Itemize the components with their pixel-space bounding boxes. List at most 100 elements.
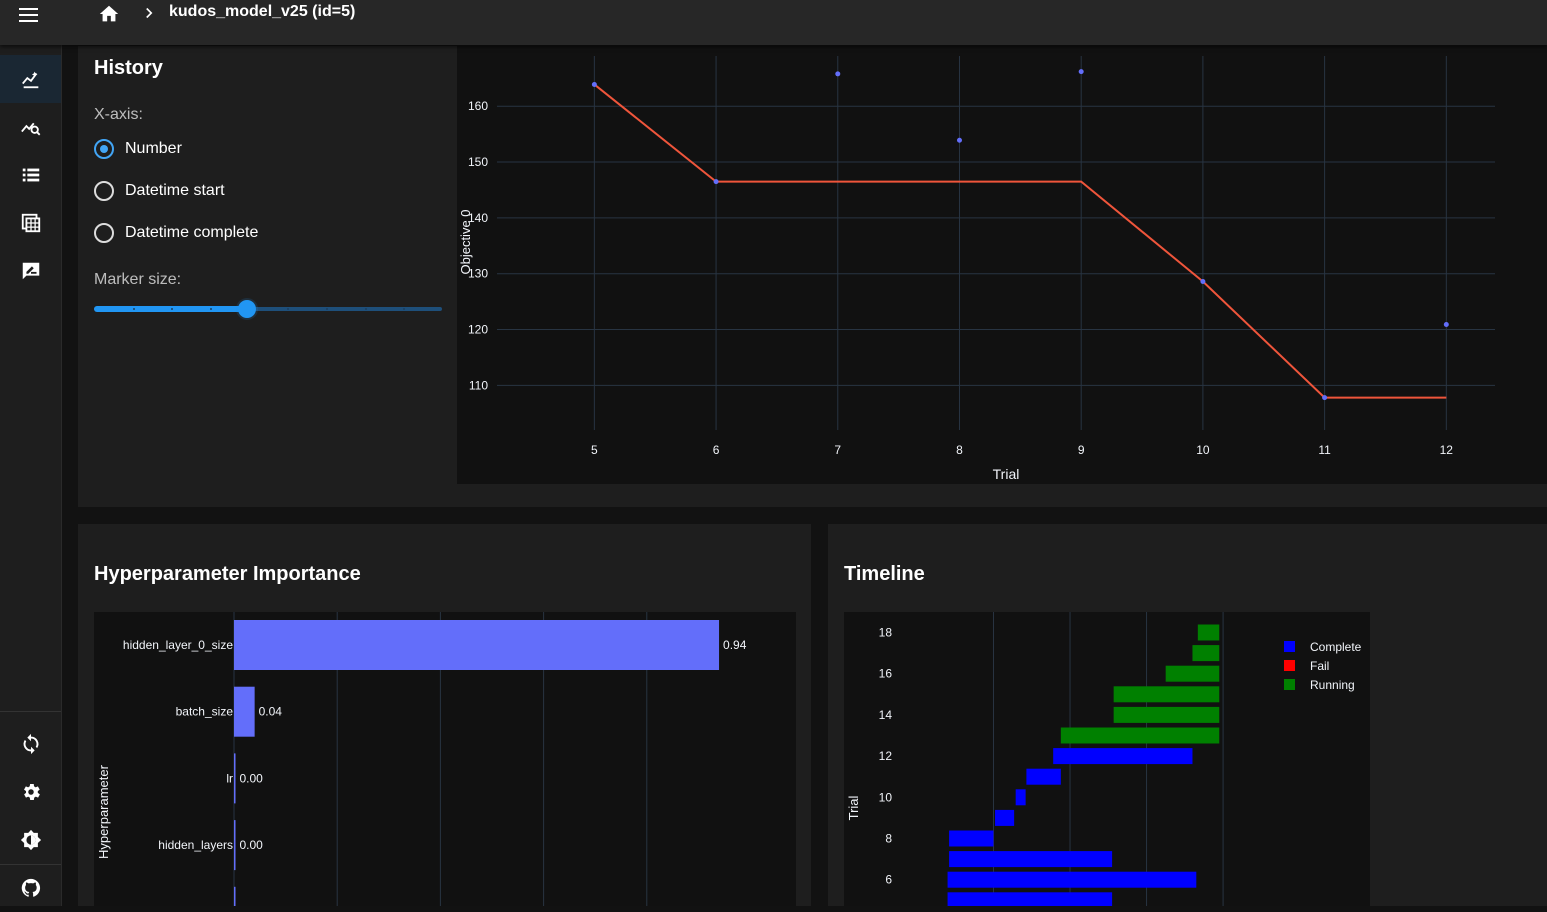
radio-unchecked-icon <box>94 181 114 201</box>
importance-value-label: 0.00 <box>240 771 264 785</box>
settings-button[interactable] <box>0 768 61 816</box>
nav-trial-list[interactable] <box>0 151 61 199</box>
x-tick-label: 8 <box>956 443 963 457</box>
slider-tick-mark <box>132 308 135 310</box>
app-bar: kudos_model_v25 (id=5) <box>0 0 1547 45</box>
slider-thumb[interactable] <box>238 300 257 318</box>
gear-icon <box>23 784 40 800</box>
timeline-bar <box>1026 768 1061 785</box>
sidebar-divider <box>0 711 61 712</box>
radio-checked-icon <box>94 139 114 159</box>
history-plot[interactable]: 5 6 7 8 9 10 11 12 110 120 130 140 150 160 Trial Object… <box>457 46 1547 484</box>
y-tick-label: 12 <box>879 749 893 763</box>
reload-button[interactable] <box>0 720 61 768</box>
slider-tick-mark <box>326 308 328 310</box>
importance-category-label: hidden_layer_0_size <box>123 638 233 652</box>
x-tick-label: 11 <box>1318 443 1331 457</box>
y-tick-label: 10 <box>879 790 893 804</box>
timeline-bar <box>947 871 1197 888</box>
nav-analytics[interactable] <box>0 55 61 103</box>
objective-point <box>713 179 719 185</box>
slider-track <box>94 306 248 312</box>
timeline-bar <box>1113 686 1220 703</box>
radio-datetime-complete[interactable]: Datetime complete <box>94 223 258 243</box>
nav-query-stats[interactable] <box>0 103 61 151</box>
importance-category-label: batch_size <box>176 705 234 719</box>
query-stats-icon <box>20 122 40 136</box>
importance-plot-svg: hidden_layer_0_size 0.94 batch_size 0.04 lr 0… <box>96 612 747 912</box>
radio-datetime-complete-label: Datetime complete <box>125 224 259 241</box>
importance-bar <box>234 753 236 804</box>
timeline-bar <box>1015 789 1026 806</box>
home-icon[interactable] <box>98 3 120 25</box>
legend-label: Fail <box>1310 659 1329 673</box>
x-axis-label: X-axis: <box>94 106 143 123</box>
importance-category-label: lr <box>226 771 233 785</box>
y-tick-label: 8 <box>885 832 892 846</box>
timeline-bar <box>949 851 1113 868</box>
marker-size-label: Marker size: <box>94 271 182 288</box>
importance-plot[interactable]: hidden_layer_0_size 0.94 batch_size 0.04 lr 0… <box>94 612 796 912</box>
importance-bar-partial <box>234 886 236 912</box>
y-tick-label: 130 <box>468 267 488 281</box>
timeline-plot-svg: 6 8 10 12 14 16 18 Trial Complete Fail Running <box>846 612 1362 909</box>
y-tick-label: 110 <box>469 378 488 392</box>
chevron-right-icon <box>146 7 153 19</box>
timeline-title: Timeline <box>844 563 925 585</box>
y-axis-title: Objective 0 <box>458 209 473 274</box>
x-tick-label: 7 <box>834 443 841 457</box>
y-tick-label: 160 <box>468 99 488 113</box>
x-axis-title: Trial <box>993 466 1020 482</box>
y-tick-label: 150 <box>468 155 488 169</box>
github-icon <box>21 878 40 897</box>
sync-icon <box>23 733 38 755</box>
timeline-bar <box>1197 624 1220 641</box>
nav-note[interactable] <box>0 247 61 295</box>
importance-value-label: 0.94 <box>723 638 747 652</box>
slider-tick-mark <box>210 308 212 310</box>
auto-graph-icon <box>21 71 38 89</box>
y-tick-label: 16 <box>879 667 893 681</box>
objective-point <box>835 71 841 77</box>
timeline-plot[interactable]: 6 8 10 12 14 16 18 Trial Complete Fail Running <box>844 612 1370 909</box>
history-title: History <box>94 57 163 79</box>
legend-label: Complete <box>1310 640 1362 654</box>
radio-number[interactable]: Number <box>94 139 182 159</box>
objective-point <box>956 137 962 143</box>
list-icon <box>22 168 39 182</box>
timeline-bar <box>1165 665 1220 682</box>
slider-tick-mark <box>403 308 406 310</box>
slider-tick-mark <box>287 308 290 310</box>
objective-point <box>1200 279 1206 285</box>
theme-toggle-button[interactable] <box>0 816 61 864</box>
y-tick-label: 18 <box>879 626 893 640</box>
menu-icon[interactable] <box>18 6 40 24</box>
objective-point <box>1078 69 1084 75</box>
x-tick-label: 5 <box>591 443 598 457</box>
importance-bar <box>234 686 255 737</box>
nav-trial-table[interactable] <box>0 199 61 247</box>
timeline-bar <box>1060 727 1220 744</box>
y-tick-label: 14 <box>879 708 893 722</box>
timeline-bar <box>949 830 994 847</box>
timeline-bar <box>947 892 1113 909</box>
timeline-bar <box>1053 748 1193 765</box>
importance-title: Hyperparameter Importance <box>94 563 361 585</box>
y-axis-title: Hyperparameter <box>96 764 111 859</box>
radio-datetime-start[interactable]: Datetime start <box>94 181 225 201</box>
y-tick-label: 120 <box>468 323 488 337</box>
objective-point <box>1443 321 1449 327</box>
slider-tick-mark <box>171 308 174 310</box>
x-tick-label: 10 <box>1196 443 1210 457</box>
marker-size-slider[interactable] <box>94 300 442 318</box>
history-plot-svg: 5 6 7 8 9 10 11 12 110 120 130 140 150 160 Trial Object… <box>458 56 1495 482</box>
breadcrumb-study-title[interactable]: kudos_model_v25 (id=5) <box>169 3 356 20</box>
timeline-bar <box>1113 706 1220 723</box>
github-link[interactable] <box>0 864 61 912</box>
legend-swatch <box>1284 679 1295 690</box>
table-view-icon <box>21 213 40 233</box>
radio-unchecked-icon <box>94 223 114 243</box>
radio-datetime-start-label: Datetime start <box>125 182 225 199</box>
importance-bar <box>234 620 720 670</box>
slider-tick-mark <box>364 308 367 310</box>
